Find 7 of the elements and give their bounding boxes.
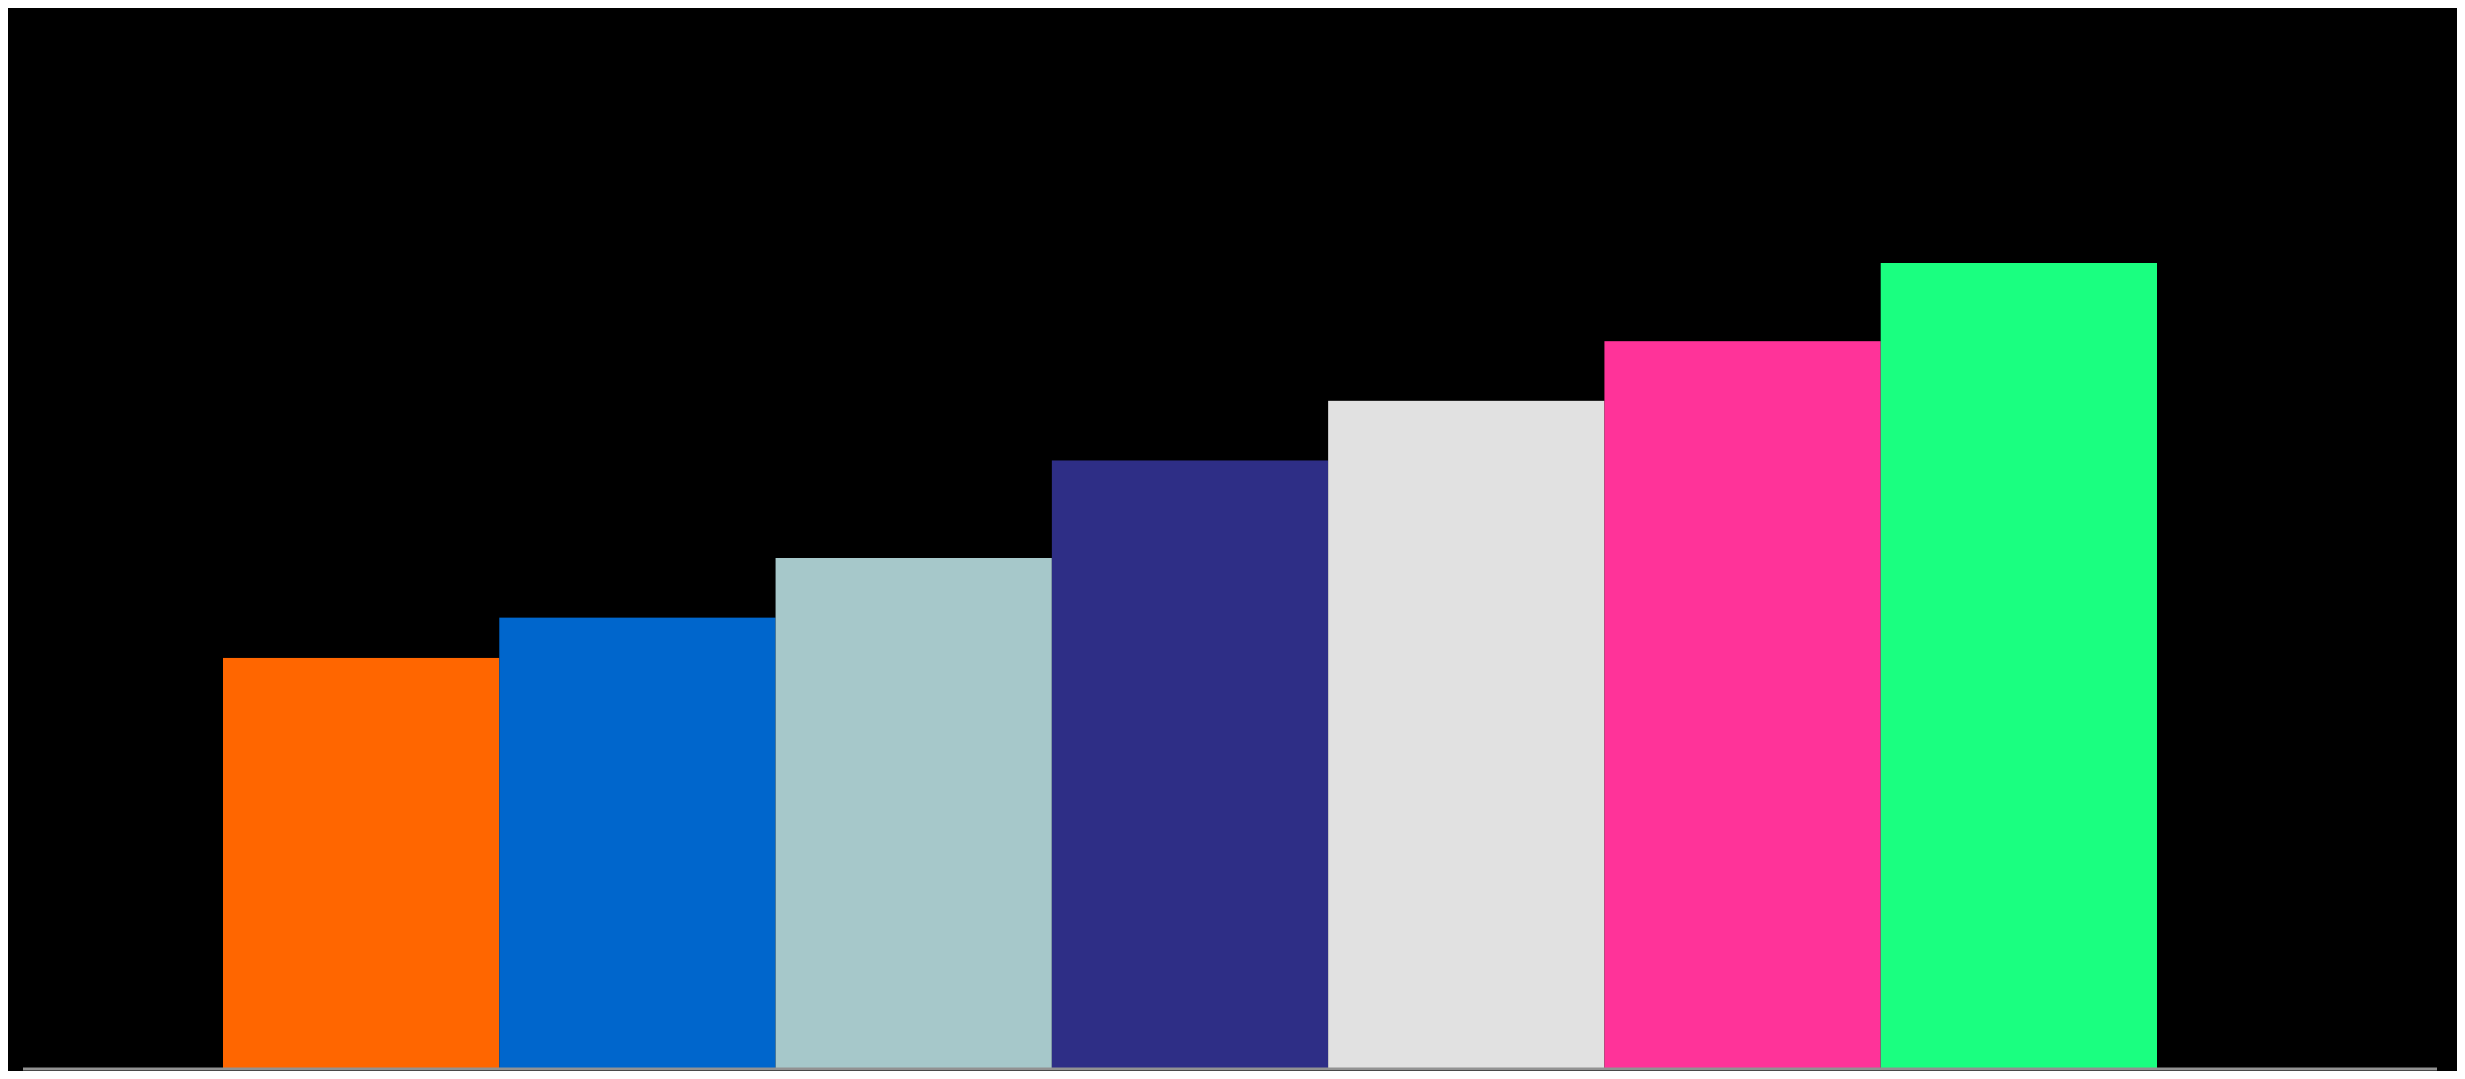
bar — [499, 617, 776, 1069]
bar — [1328, 400, 1605, 1069]
bar — [223, 657, 500, 1069]
bar — [1604, 341, 1881, 1069]
bar — [1880, 263, 2157, 1069]
bar — [775, 558, 1052, 1069]
bar — [1051, 460, 1329, 1069]
